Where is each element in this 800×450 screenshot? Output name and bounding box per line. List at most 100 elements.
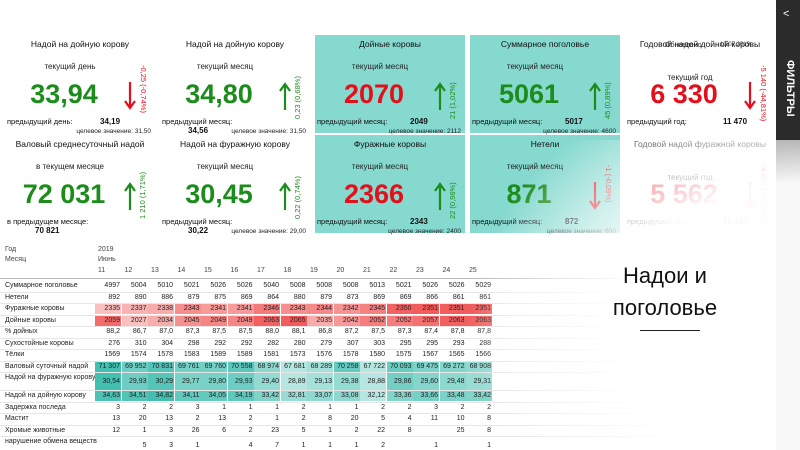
row-rule <box>0 314 775 316</box>
card-target: целевое значение: 31,50 <box>76 128 151 135</box>
heat-cell <box>227 361 254 372</box>
heat-cell <box>386 391 413 401</box>
heat-cell <box>174 361 201 372</box>
table-cell: 28,88 <box>367 377 385 385</box>
table-cell: 5021 <box>395 282 412 290</box>
table-cell: 69 760 <box>204 362 226 370</box>
table-cell: 29,93 <box>128 377 147 385</box>
table-cell: 1 <box>301 441 306 449</box>
table-cell: 34,63 <box>102 392 120 400</box>
day-header: 14 <box>177 267 186 274</box>
heat-cell <box>227 373 254 390</box>
heat-cell <box>333 391 360 401</box>
table-cell: 8 <box>328 415 332 423</box>
card-title: Валовый среднесуточный надой <box>15 139 145 149</box>
table-cell: 1573 <box>289 351 306 359</box>
table-cell: 29,80 <box>208 377 226 385</box>
table-cell: 295 <box>399 339 412 347</box>
table-cell: 1580 <box>369 351 385 359</box>
table-cell: 29,77 <box>181 377 200 385</box>
table-cell: 5004 <box>130 282 147 290</box>
row-label: Сухостойные коровы <box>5 339 74 347</box>
table-cell: 292 <box>240 339 253 347</box>
table-cell: 2346 <box>263 305 279 313</box>
row-label: Тёлки <box>5 351 25 358</box>
heat-cell <box>201 315 227 326</box>
day-header: 20 <box>336 267 345 274</box>
card-target: целевое значение: 4600 <box>543 128 616 135</box>
card-subtitle: текущий год <box>667 73 713 82</box>
table-cell: 29,38 <box>340 377 359 385</box>
table-cell: 86,8 <box>318 328 332 336</box>
table-cell: 282 <box>267 339 279 347</box>
row-label: Дойные коровы <box>5 316 56 324</box>
table-cell: 1569 <box>104 351 120 359</box>
table-cell: 3 <box>169 441 173 449</box>
row-rule <box>0 360 775 362</box>
heat-cell <box>148 373 174 390</box>
updated-label: Обновлено <box>665 42 702 49</box>
kpi-card: Надой на дойную корову текущий месяц 34,80… <box>160 35 310 135</box>
table-cell: 3 <box>195 403 200 411</box>
table-cell: 2 <box>169 403 173 411</box>
card-value: 2070 <box>343 79 405 109</box>
overlay-underline <box>640 330 700 331</box>
table-cell: 1574 <box>130 351 147 359</box>
day-header: 22 <box>389 267 398 274</box>
table-cell: 2049 <box>210 316 226 324</box>
row-label: Хромые животные <box>5 426 66 434</box>
table-cell: 70 093 <box>390 362 412 370</box>
table-cell: 2 <box>142 403 147 411</box>
card-subtitle: текущий день <box>44 62 96 71</box>
card-title: Суммарное поголовье <box>500 39 590 49</box>
day-header: 23 <box>416 267 424 274</box>
table-cell: 88,1 <box>291 328 306 336</box>
table-cell: 2345 <box>369 305 385 313</box>
table-cell: 33,08 <box>340 392 359 400</box>
table-cell: 5021 <box>183 282 200 290</box>
table-cell: 22 <box>377 426 385 434</box>
table-cell: 2338 <box>157 305 173 313</box>
table-cell: 2 <box>354 426 359 434</box>
day-header: 21 <box>363 267 371 274</box>
card-value: 33,94 <box>30 79 98 109</box>
table-cell: 2049 <box>236 316 253 324</box>
table-cell: 70 258 <box>337 362 359 370</box>
trend-arrow <box>124 82 136 110</box>
heat-cell <box>95 361 121 372</box>
heat-cell <box>121 304 148 314</box>
table-cell: 1 <box>328 426 332 434</box>
row-label: нарушение обмена веществ <box>5 438 97 445</box>
row-rule <box>0 436 775 437</box>
table-cell: 20 <box>350 415 359 423</box>
table-cell: 2 <box>381 441 385 449</box>
table-cell: 292 <box>214 339 226 347</box>
heat-cell <box>174 315 201 326</box>
table-cell: 307 <box>346 339 359 347</box>
collapse-icon[interactable]: < <box>783 8 790 20</box>
card-value: 2366 <box>343 179 405 209</box>
kpi-card: Годовой надой дойной коровы текущий год 6 … <box>625 35 775 133</box>
card-title: Годовой надой дойной коровы <box>639 39 761 49</box>
card-value: 6 330 <box>650 79 718 109</box>
heat-cell <box>360 391 386 401</box>
prev-label: предыдущий год: <box>627 117 687 126</box>
heat-cell <box>148 361 174 372</box>
table-cell: 29,40 <box>261 377 279 385</box>
table-cell: 12 <box>112 426 120 434</box>
sidebar-label[interactable]: ФИЛЬТРЫ <box>784 60 796 117</box>
table-cell: 32,12 <box>367 392 385 400</box>
prev-label: предыдущий месяц: <box>317 117 388 126</box>
heat-cell <box>280 361 307 372</box>
table-cell: 869 <box>240 293 253 301</box>
table-cell: 892 <box>108 293 120 301</box>
heat-cell <box>333 373 360 390</box>
row-rule <box>0 424 775 426</box>
table-cell: 1 <box>275 403 279 411</box>
heat-cell <box>254 373 280 390</box>
table-cell: 29,93 <box>234 377 253 385</box>
heat-cell <box>121 315 148 326</box>
header-rule <box>0 278 775 279</box>
card-change: 0,22 (0,74%) <box>293 176 302 219</box>
table-cell: 87,2 <box>344 328 359 336</box>
